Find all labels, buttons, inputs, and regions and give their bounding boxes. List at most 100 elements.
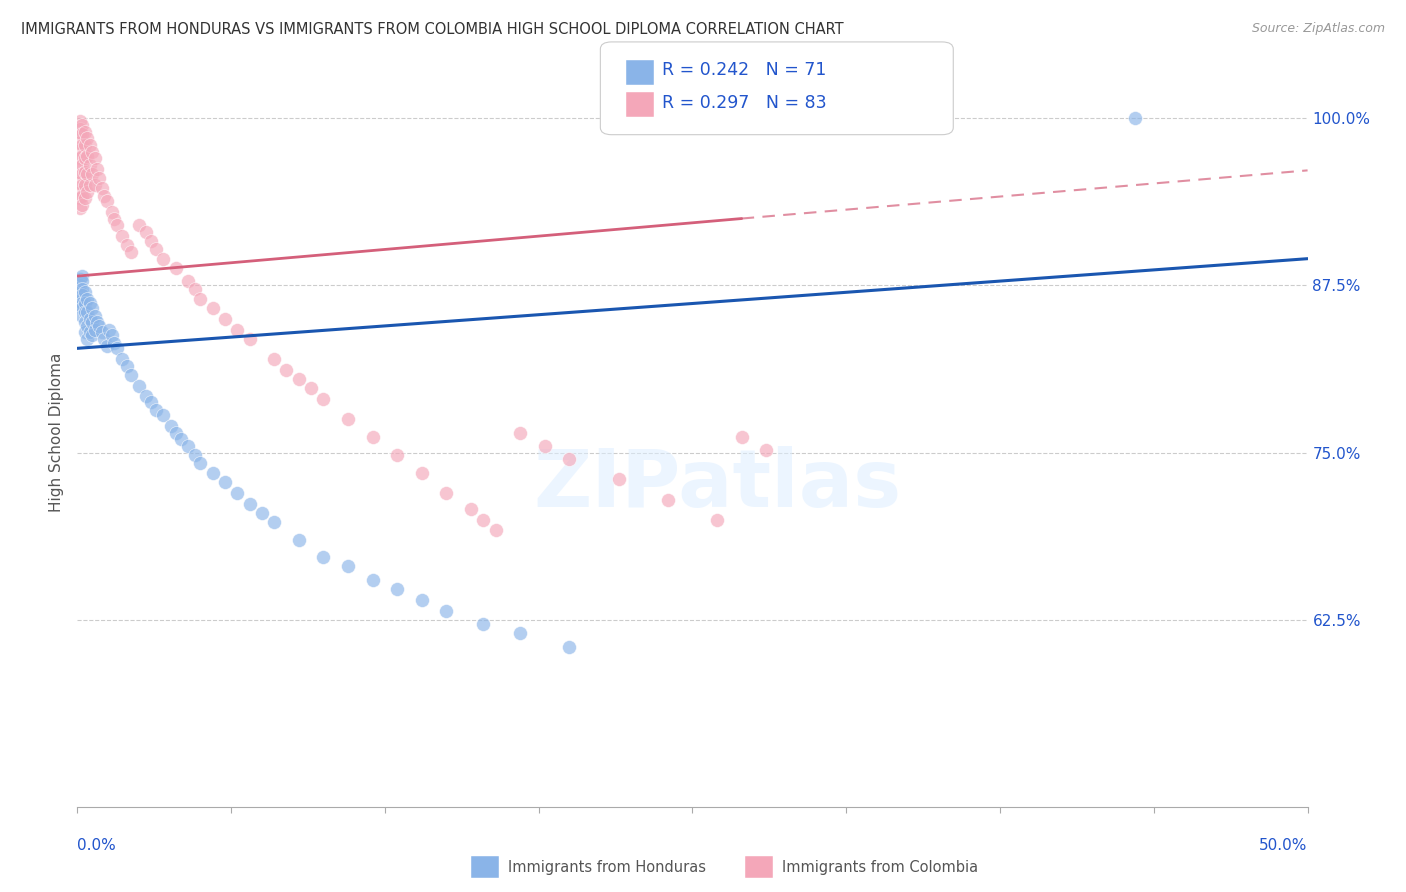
Text: 50.0%: 50.0% <box>1260 838 1308 853</box>
Point <box>103 336 125 351</box>
Point <box>73 305 96 319</box>
Text: IMMIGRANTS FROM HONDURAS VS IMMIGRANTS FROM COLOMBIA HIGH SCHOOL DIPLOMA CORRELA: IMMIGRANTS FROM HONDURAS VS IMMIGRANTS F… <box>21 22 844 37</box>
Point <box>73 178 96 193</box>
Point <box>69 152 91 166</box>
Point <box>460 501 482 516</box>
Point <box>96 194 118 209</box>
Point <box>73 326 96 340</box>
Point <box>70 287 93 301</box>
Point <box>558 452 581 467</box>
Point <box>509 425 531 440</box>
Point <box>105 341 128 355</box>
Point <box>69 113 91 128</box>
Point <box>485 523 508 537</box>
Y-axis label: High School Diploma: High School Diploma <box>49 353 65 512</box>
Point <box>79 295 101 310</box>
Point <box>69 121 91 136</box>
Point <box>152 409 174 423</box>
Point <box>82 145 104 159</box>
Point <box>226 485 249 500</box>
Point <box>76 332 98 346</box>
Point <box>76 318 98 333</box>
Point <box>263 352 285 367</box>
Point <box>165 425 187 440</box>
Point <box>276 362 298 376</box>
Point <box>190 292 212 306</box>
Point <box>69 191 91 205</box>
Point <box>177 275 200 289</box>
Point <box>160 418 183 433</box>
Point <box>128 378 150 392</box>
Point <box>135 389 157 403</box>
Point <box>657 492 679 507</box>
Point <box>82 314 104 328</box>
Point <box>73 125 96 139</box>
Point <box>337 559 360 574</box>
Point <box>165 260 187 275</box>
Point <box>82 301 104 316</box>
Point <box>69 158 91 172</box>
Point <box>69 127 91 141</box>
Point <box>73 137 96 152</box>
Point <box>70 301 93 316</box>
Point <box>312 549 335 564</box>
Point <box>141 234 163 248</box>
Point <box>299 381 322 395</box>
Point <box>101 328 124 343</box>
Point <box>79 312 101 326</box>
Point <box>226 322 249 336</box>
Point <box>69 292 91 306</box>
Point <box>607 472 630 486</box>
Point <box>411 466 433 480</box>
Point <box>89 171 111 186</box>
Point <box>184 448 207 462</box>
Text: 0.0%: 0.0% <box>77 838 117 853</box>
Point <box>89 318 111 333</box>
Point <box>70 137 93 152</box>
Point <box>472 617 495 632</box>
Point <box>103 211 125 226</box>
Point <box>141 394 163 409</box>
Point <box>706 512 728 526</box>
Point <box>111 228 132 243</box>
Point <box>79 326 101 340</box>
Text: R = 0.297   N = 83: R = 0.297 N = 83 <box>662 94 827 112</box>
Point <box>69 176 91 190</box>
Point <box>83 152 105 166</box>
Point <box>98 322 121 336</box>
Point <box>96 338 118 352</box>
Point <box>83 310 105 324</box>
Point <box>337 412 360 426</box>
Point <box>69 143 91 157</box>
Point <box>121 244 143 259</box>
Point <box>152 252 174 266</box>
Text: Immigrants from Colombia: Immigrants from Colombia <box>782 860 977 874</box>
Point <box>411 592 433 607</box>
Point <box>73 295 96 310</box>
Point <box>73 152 96 166</box>
Point <box>70 269 93 284</box>
Point <box>111 352 132 367</box>
Point <box>70 158 93 172</box>
Point <box>82 328 104 343</box>
Point <box>82 168 104 182</box>
Point <box>436 603 458 617</box>
Point <box>90 180 114 195</box>
Point <box>214 312 236 326</box>
Point <box>135 225 157 239</box>
Point <box>239 496 262 510</box>
Point <box>1125 111 1147 125</box>
Point <box>436 485 458 500</box>
Point <box>755 442 778 457</box>
Point <box>239 332 262 346</box>
Point <box>70 282 93 296</box>
Point <box>70 198 93 212</box>
Point <box>79 158 101 172</box>
Point <box>69 271 91 285</box>
Point <box>79 178 101 193</box>
Point <box>145 402 167 417</box>
Point <box>73 314 96 328</box>
Point <box>76 292 98 306</box>
Point <box>86 314 108 328</box>
Point <box>509 626 531 640</box>
